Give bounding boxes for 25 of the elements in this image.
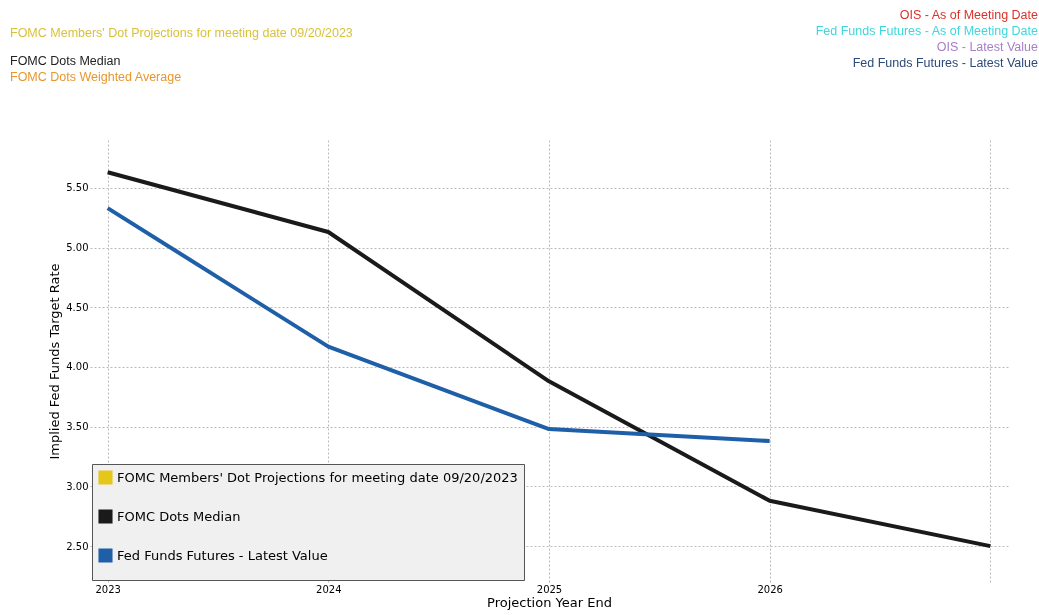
text: FOMC Members' Dot Projections for meeting date 09/20/2023 — [10, 26, 353, 40]
x-tick-label: 2026 — [757, 583, 783, 595]
y-tick-label: 3.00 — [66, 480, 89, 492]
text: FOMC Dots Weighted Average — [10, 70, 182, 84]
legend-label: FOMC Dots Median — [117, 508, 241, 524]
legend-label: FOMC Members' Dot Projections for meeting date 09/20/2023 — [117, 469, 518, 485]
y-axis-title: Implied Fed Funds Target Rate — [47, 263, 63, 460]
x-tick-label: 2024 — [316, 583, 342, 595]
y-tick-label: 4.00 — [66, 361, 89, 373]
x-axis-title: Projection Year End — [487, 594, 612, 610]
x-tick-label: 2023 — [95, 583, 121, 595]
text: Fed Funds Futures - As of Meeting Date — [815, 24, 1039, 38]
line-series — [105, 170, 993, 549]
y-tick-label: 5.00 — [66, 242, 89, 254]
y-tick-label: 5.50 — [66, 182, 89, 194]
text: FOMC Dots Median — [10, 54, 121, 68]
line-series — [105, 206, 772, 444]
text: OIS - Latest Value — [936, 40, 1039, 54]
x-tick-label: 2025 — [536, 583, 563, 595]
text: OIS - As of Meeting Date — [899, 8, 1039, 22]
legend-label: Fed Funds Futures - Latest Value — [117, 547, 328, 563]
y-tick-label: 4.50 — [66, 301, 89, 313]
y-tick-label: 3.50 — [66, 421, 89, 433]
y-tick-label: 2.50 — [66, 540, 89, 552]
text: Fed Funds Futures - Latest Value — [852, 56, 1039, 70]
